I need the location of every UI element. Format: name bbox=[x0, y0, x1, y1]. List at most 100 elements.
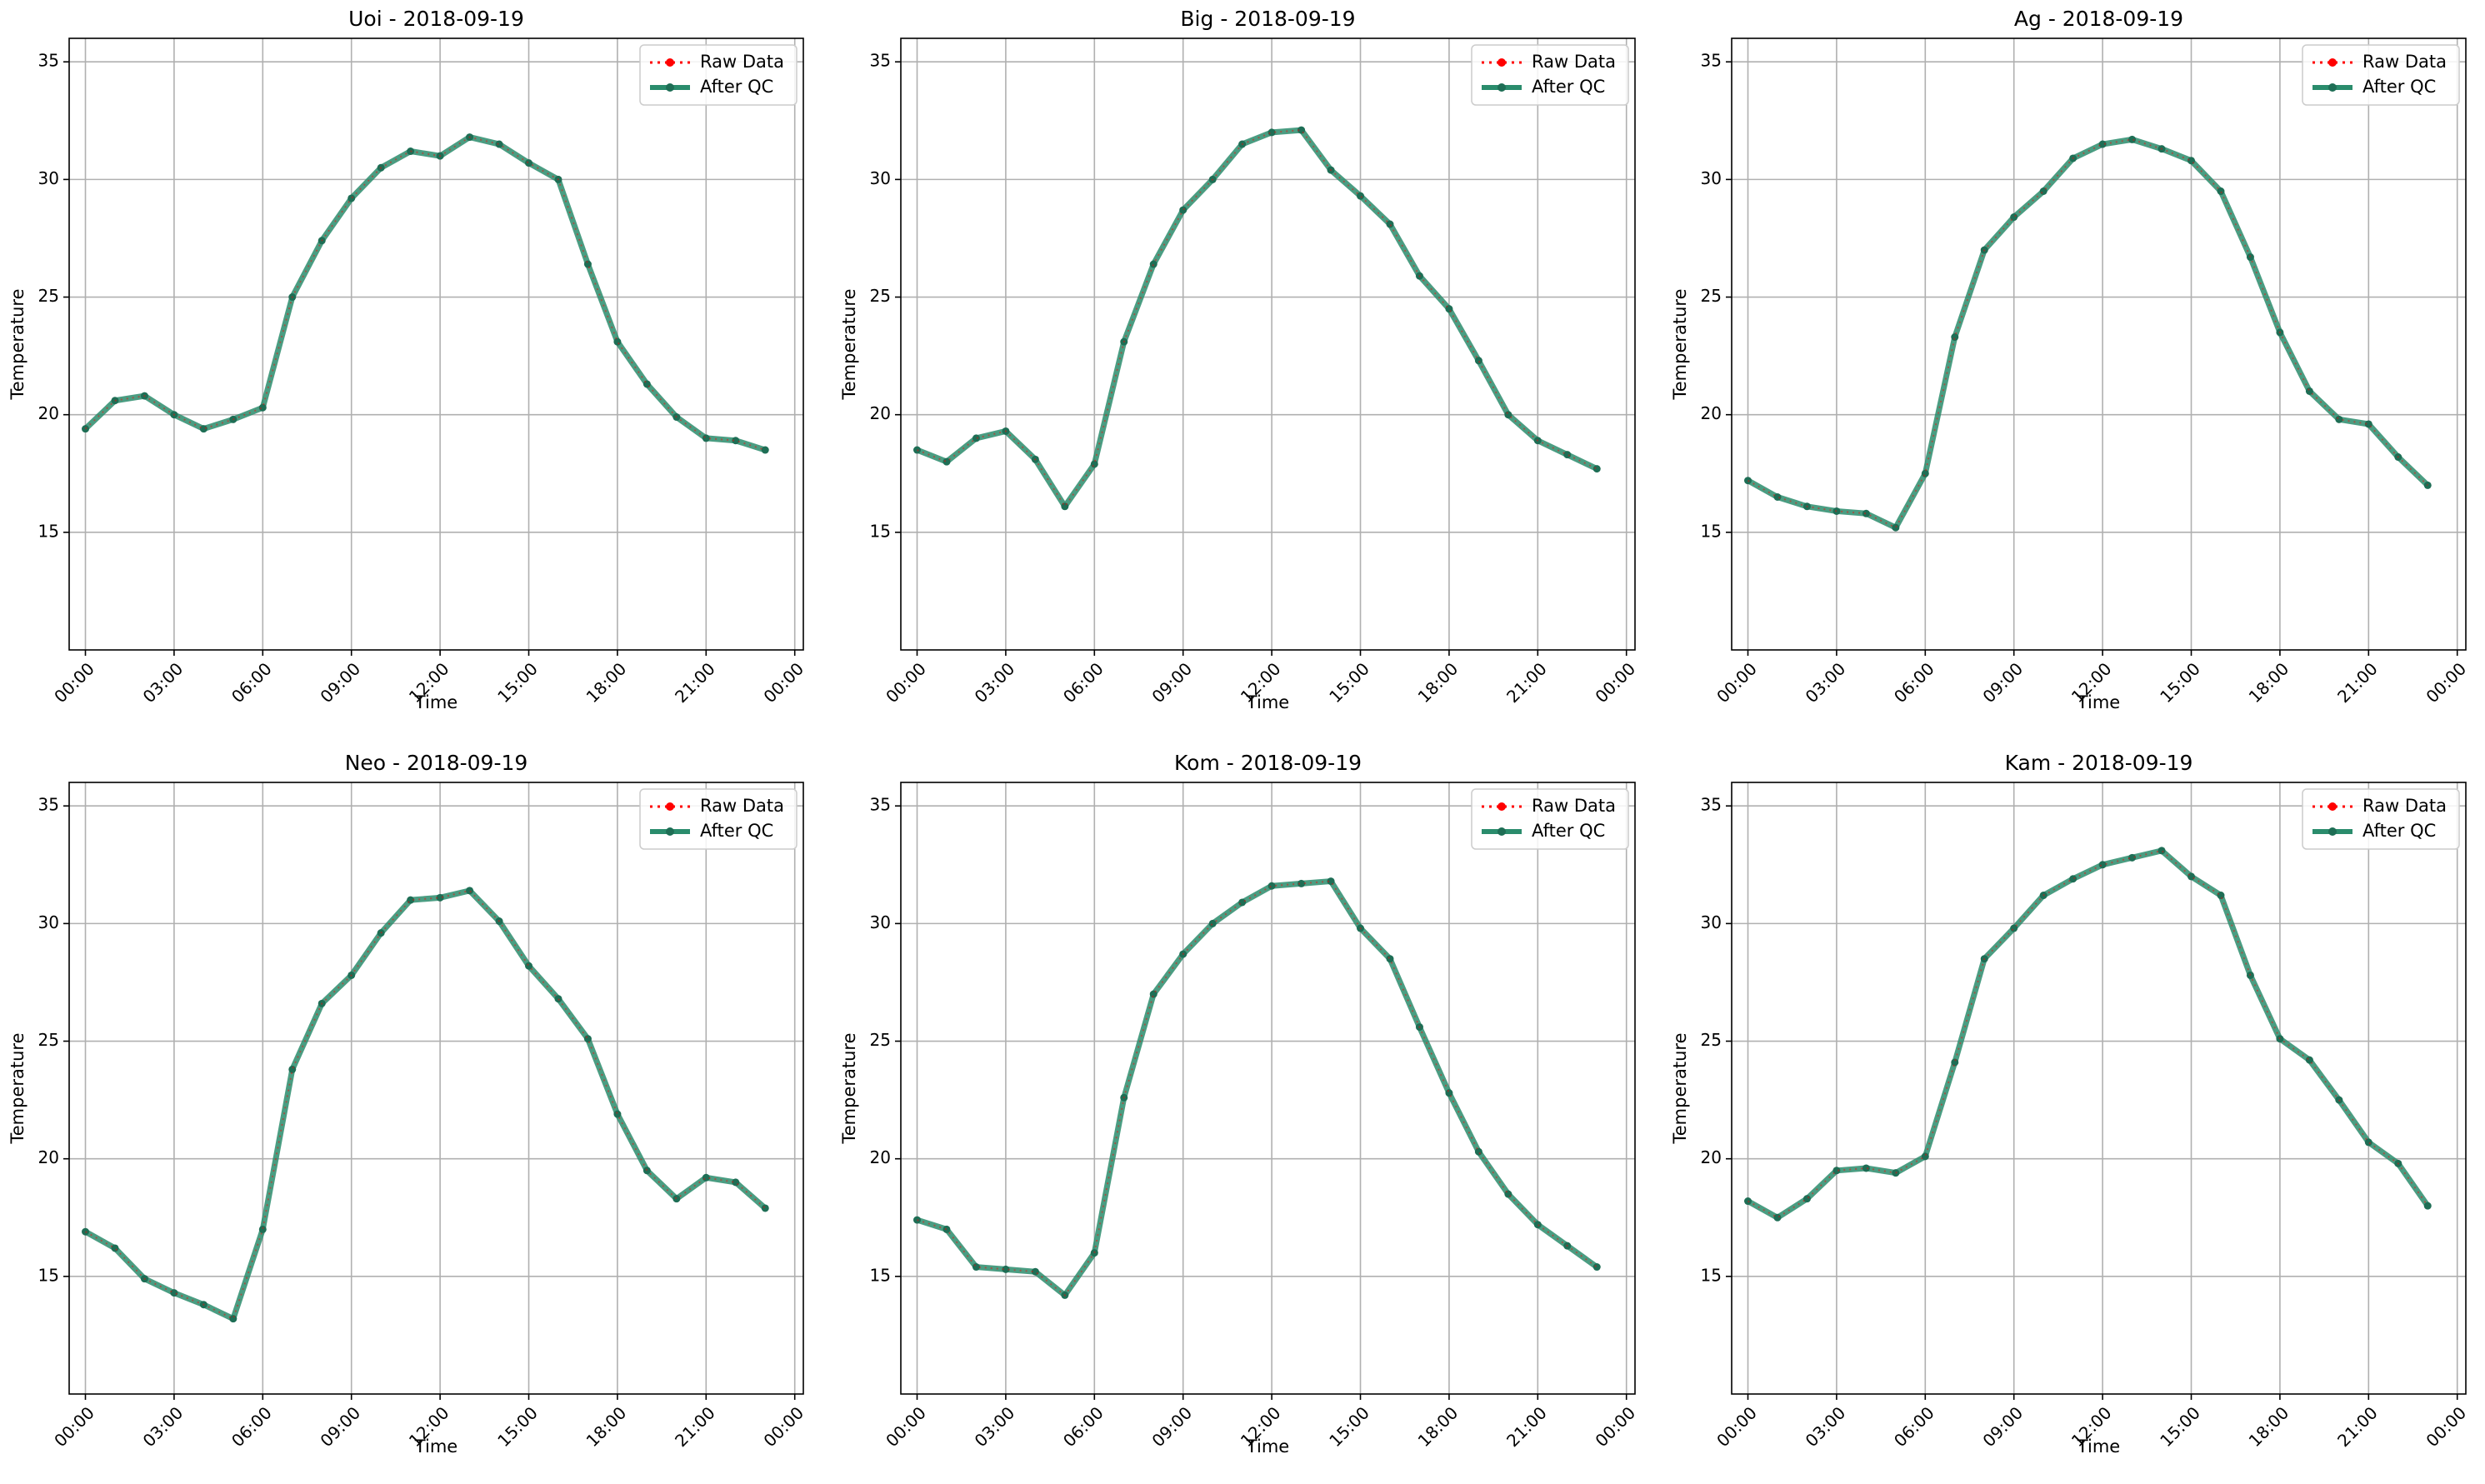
data-point-after-qc bbox=[1533, 437, 1542, 445]
series-after-qc bbox=[913, 126, 1601, 511]
legend: Raw Data After QC bbox=[2302, 44, 2460, 106]
series-line-after-qc bbox=[916, 127, 1598, 510]
x-tick-label: 00:00 bbox=[1712, 658, 1761, 707]
data-point-after-qc bbox=[1892, 1169, 1900, 1177]
data-point-after-qc bbox=[2128, 135, 2137, 143]
y-tick-label: 25 bbox=[870, 1030, 891, 1050]
data-point-after-qc bbox=[1327, 166, 1335, 174]
series-line-after-qc bbox=[1746, 847, 2431, 1221]
x-tick-label: 15:00 bbox=[2156, 1402, 2204, 1451]
series-raw-data bbox=[917, 129, 1598, 508]
data-point-after-qc bbox=[140, 1275, 148, 1283]
data-point-after-qc bbox=[1090, 460, 1098, 468]
series-line-raw-data bbox=[917, 129, 1598, 508]
x-tick-label: 03:00 bbox=[971, 658, 1019, 707]
x-tick-label: 21:00 bbox=[1502, 1402, 1551, 1451]
x-tick-label: 00:00 bbox=[882, 1402, 930, 1451]
y-tick-label: 15 bbox=[870, 1265, 891, 1285]
data-point-after-qc bbox=[525, 159, 533, 167]
data-point-after-qc bbox=[761, 1204, 769, 1212]
x-tick-label: 18:00 bbox=[1414, 658, 1462, 707]
x-axis-label: Time bbox=[414, 1437, 458, 1457]
data-point-after-qc bbox=[170, 1289, 178, 1297]
data-point-after-qc bbox=[2335, 1096, 2343, 1104]
series-after-qc bbox=[82, 133, 769, 454]
data-point-after-qc bbox=[1533, 1221, 1542, 1229]
y-tick-label: 15 bbox=[38, 521, 59, 541]
data-point-after-qc bbox=[377, 163, 385, 172]
data-point-after-qc bbox=[2276, 328, 2284, 337]
grid bbox=[1732, 38, 2466, 650]
data-point-after-qc bbox=[2246, 971, 2254, 979]
data-point-after-qc bbox=[1563, 1242, 1572, 1250]
data-point-after-qc bbox=[702, 1173, 710, 1182]
plot-frame bbox=[68, 37, 804, 651]
y-tick-label: 25 bbox=[1701, 1030, 1722, 1050]
x-tick-label: 00:00 bbox=[50, 1402, 98, 1451]
data-point-after-qc bbox=[348, 194, 356, 202]
data-point-after-qc bbox=[2364, 1138, 2372, 1147]
data-point-after-qc bbox=[1386, 955, 1394, 963]
x-tick-label: 00:00 bbox=[1591, 658, 1639, 707]
x-tick-label: 00:00 bbox=[759, 1402, 808, 1451]
x-tick-label: 03:00 bbox=[1802, 658, 1850, 707]
legend-label-after-qc: After QC bbox=[700, 77, 773, 97]
data-point-after-qc bbox=[1773, 1213, 1782, 1222]
x-tick-label: 15:00 bbox=[493, 658, 542, 707]
x-axis-label: Time bbox=[2077, 1437, 2120, 1457]
data-point-after-qc bbox=[1474, 357, 1482, 365]
x-tick-label: 18:00 bbox=[2245, 1402, 2293, 1451]
data-point-after-qc bbox=[1149, 260, 1158, 268]
data-point-after-qc bbox=[1921, 469, 1929, 477]
data-point-after-qc bbox=[407, 147, 415, 156]
data-point-after-qc bbox=[2010, 213, 2018, 222]
y-tick-label: 20 bbox=[38, 1147, 59, 1167]
data-point-after-qc bbox=[1031, 1267, 1039, 1276]
x-tick-label: 00:00 bbox=[2422, 1402, 2470, 1451]
data-point-after-qc bbox=[1445, 1089, 1453, 1097]
legend-marker-raw-data bbox=[666, 58, 674, 67]
data-point-after-qc bbox=[972, 434, 980, 442]
data-point-after-qc bbox=[1002, 427, 1010, 435]
y-tick-label: 25 bbox=[38, 286, 59, 306]
x-tick-label: 03:00 bbox=[971, 1402, 1019, 1451]
subplot-4: 00:00 03:00 06:00 09:00 12:00 15:00 18:00 21:00… bbox=[839, 751, 1639, 1457]
series-raw-data bbox=[85, 889, 766, 1321]
plot-frame bbox=[1731, 782, 2467, 1395]
y-tick-label: 25 bbox=[38, 1030, 59, 1050]
y-tick-label: 35 bbox=[1701, 795, 1722, 815]
data-point-after-qc bbox=[1504, 411, 1512, 419]
y-tick-label: 30 bbox=[38, 168, 59, 188]
data-point-after-qc bbox=[1268, 882, 1276, 890]
data-point-after-qc bbox=[583, 1035, 592, 1043]
series-line-after-qc bbox=[916, 878, 1599, 1298]
data-point-after-qc bbox=[1179, 950, 1188, 958]
data-point-after-qc bbox=[82, 425, 90, 433]
y-axis-label: Temperature bbox=[8, 288, 28, 400]
data-point-after-qc bbox=[140, 392, 148, 400]
legend-label-after-qc: After QC bbox=[2362, 77, 2436, 97]
series-raw-data bbox=[1748, 849, 2429, 1219]
x-axis-label: Time bbox=[1246, 1437, 1289, 1457]
data-point-after-qc bbox=[199, 1301, 208, 1309]
data-point-after-qc bbox=[1061, 502, 1069, 511]
data-point-after-qc bbox=[1832, 507, 1841, 515]
data-point-after-qc bbox=[2188, 872, 2196, 881]
x-tick-label: 21:00 bbox=[2333, 658, 2382, 707]
x-tick-label: 21:00 bbox=[671, 658, 719, 707]
y-tick-label: 15 bbox=[38, 1265, 59, 1285]
legend-marker-raw-data bbox=[2328, 802, 2337, 811]
legend-marker-after-qc bbox=[1498, 83, 1506, 92]
data-point-after-qc bbox=[436, 893, 444, 902]
data-point-after-qc bbox=[1862, 509, 1870, 517]
data-point-after-qc bbox=[2128, 853, 2137, 862]
data-point-after-qc bbox=[761, 446, 769, 454]
data-point-after-qc bbox=[466, 133, 474, 142]
data-point-after-qc bbox=[1592, 1263, 1601, 1272]
x-tick-label: 15:00 bbox=[2156, 658, 2204, 707]
series-after-qc bbox=[82, 887, 769, 1323]
x-tick-label: 00:00 bbox=[1591, 1402, 1639, 1451]
data-point-after-qc bbox=[2039, 892, 2048, 900]
x-tick-label: 21:00 bbox=[671, 1402, 719, 1451]
series-raw-data bbox=[1748, 138, 2428, 529]
